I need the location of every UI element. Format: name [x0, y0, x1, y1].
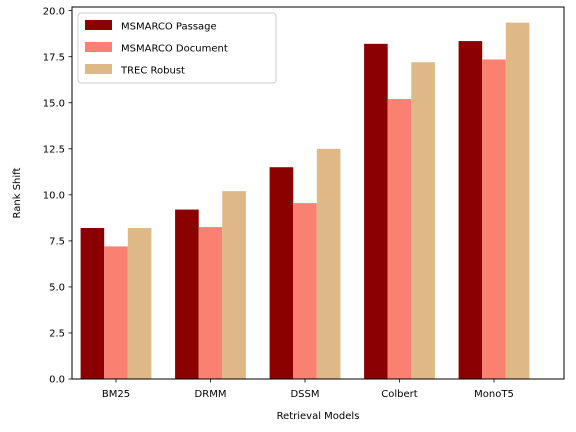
legend-swatch-trec-robust [85, 64, 112, 74]
y-axis-ticks: 0.0 2.5 5.0 7.5 10.0 12.5 15.0 17.5 20.0 [43, 6, 72, 386]
bar-bm25-msmarco-passage [80, 227, 105, 379]
bar-monot5-msmarco-passage [458, 41, 483, 379]
bar-dssm-msmarco-document [293, 203, 317, 379]
legend-frame [77, 12, 277, 84]
y-tick-label: 17.5 [43, 52, 65, 63]
y-tick-label: 0.0 [49, 375, 65, 386]
x-tick-label: MonoT5 [474, 389, 514, 400]
y-tick-label: 7.5 [49, 236, 65, 247]
bar-drmm-trec-robust [222, 191, 246, 379]
y-tick-label: 20.0 [43, 6, 65, 17]
y-tick-label: 10.0 [43, 190, 65, 201]
y-tick-label: 5.0 [49, 283, 65, 294]
legend-label-trec-robust: TREC Robust [120, 66, 185, 77]
bars-layer [80, 22, 530, 380]
bar-colbert-msmarco-document [387, 99, 412, 379]
plot-frame [71, 6, 565, 380]
x-tick-label: BM25 [102, 389, 130, 400]
legend-swatch-msmarco-passage [85, 20, 112, 30]
bar-monot5-trec-robust [505, 22, 530, 380]
y-tick-label: 12.5 [43, 144, 65, 155]
x-axis-title: Retrieval Models [277, 411, 360, 422]
bar-drmm-msmarco-passage [175, 209, 199, 379]
bar-monot5-msmarco-document [482, 59, 506, 380]
x-tick-label: Colbert [381, 389, 417, 400]
x-tick-label: DSSM [290, 389, 319, 400]
legend-label-msmarco-document: MSMARCO Document [121, 44, 228, 55]
y-tick-label: 15.0 [43, 98, 65, 109]
bar-bm25-trec-robust [127, 227, 152, 379]
bar-dssm-trec-robust [316, 148, 341, 379]
bar-bm25-msmarco-document [104, 246, 128, 379]
bar-colbert-trec-robust [411, 62, 435, 379]
legend: MSMARCO Passage MSMARCO Document TREC Ro… [77, 12, 277, 84]
x-tick-label: DRMM [195, 389, 227, 400]
bar-drmm-msmarco-document [198, 227, 223, 379]
x-axis-ticks: BM25 DRMM DSSM Colbert MonoT5 [102, 379, 514, 400]
y-tick-label: 2.5 [49, 329, 65, 340]
legend-swatch-msmarco-document [85, 42, 112, 52]
bar-colbert-msmarco-passage [364, 43, 388, 379]
y-axis-title: Rank Shift [12, 167, 23, 218]
legend-label-msmarco-passage: MSMARCO Passage [121, 22, 217, 33]
bar-dssm-msmarco-passage [269, 167, 294, 379]
